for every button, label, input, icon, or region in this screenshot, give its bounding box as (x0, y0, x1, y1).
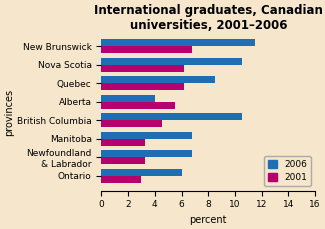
Bar (101, 39, 255, 46)
Bar (101, 46, 192, 53)
Title: International graduates, Canadian
universities, 2001–2006: International graduates, Canadian univer… (94, 4, 323, 32)
X-axis label: percent: percent (189, 215, 227, 225)
Y-axis label: provinces: provinces (4, 88, 14, 136)
Bar (101, 176, 141, 183)
Bar (101, 139, 146, 146)
Bar (101, 76, 215, 83)
Bar (101, 113, 241, 120)
Bar (101, 120, 162, 127)
Bar (101, 65, 184, 72)
Legend: 2006, 2001: 2006, 2001 (264, 156, 311, 186)
Bar (101, 95, 155, 102)
Bar (101, 150, 192, 157)
Bar (101, 102, 175, 109)
Bar (101, 83, 184, 90)
Bar (101, 58, 241, 65)
Bar (101, 132, 192, 139)
Bar (101, 157, 146, 164)
Bar (101, 169, 182, 176)
